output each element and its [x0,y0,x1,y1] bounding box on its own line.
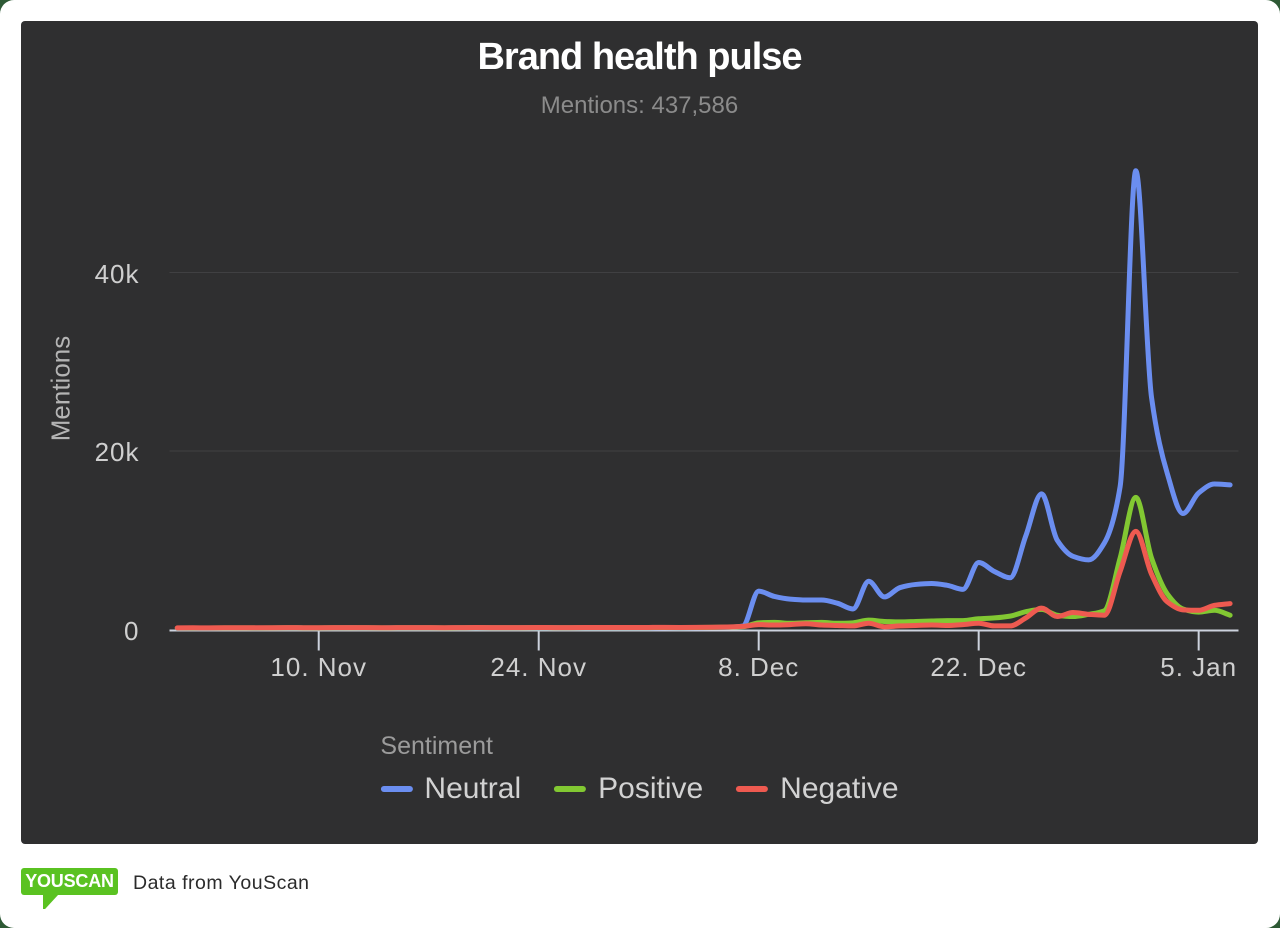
footer: YOUSCAN Data from YouScan [21,866,310,909]
legend-title: Sentiment [380,732,493,760]
y-axis-label-20k: 20k [94,437,140,467]
chart-subtitle: Mentions: 437,586 [540,92,739,119]
legend-swatch-positive [554,786,587,792]
series-line-negative [174,528,1233,631]
youscan-logo-tail [43,895,58,909]
x-axis-label-22. Dec: 22. Dec [930,651,1027,682]
legend-label-negative: Negative [780,772,899,805]
series-line-neutral [174,168,1233,631]
x-axis-label-5. Jan: 5. Jan [1160,651,1238,682]
y-axis-label-0: 0 [124,615,140,646]
chart-panel: Brand health pulse Mentions: 437,586 0 20… [21,21,1258,844]
legend-swatch-neutral [380,786,413,792]
youscan-logo-badge: YOUSCAN [21,868,118,895]
footer-caption: Data from YouScan [133,872,310,894]
series-line-positive [174,494,1233,631]
legend-item-neutral[interactable]: Neutral [380,773,521,805]
legend: Sentiment Neutral Positive Negative [380,732,899,805]
y-axis-title: Mentions [45,335,76,442]
legend-label-neutral: Neutral [424,772,522,805]
legend-item-positive[interactable]: Positive [554,773,703,805]
x-axis-label-8. Dec: 8. Dec [718,651,800,682]
legend-swatch-negative [736,786,769,792]
legend-items: Neutral Positive Negative [380,772,899,805]
plot-area [169,168,1239,651]
y-axis-label-40k: 40k [94,258,140,289]
youscan-logo: YOUSCAN [21,866,118,909]
x-axis-label-24. Nov: 24. Nov [490,651,587,682]
chart-title: Brand health pulse [477,36,802,78]
legend-item-negative[interactable]: Negative [736,772,899,805]
x-axis-label-10. Nov: 10. Nov [270,651,368,682]
legend-label-positive: Positive [598,772,704,805]
